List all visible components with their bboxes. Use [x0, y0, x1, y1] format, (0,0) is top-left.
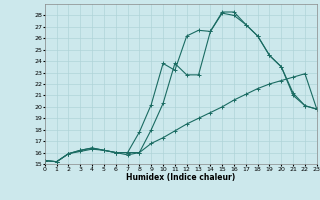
X-axis label: Humidex (Indice chaleur): Humidex (Indice chaleur): [126, 173, 236, 182]
